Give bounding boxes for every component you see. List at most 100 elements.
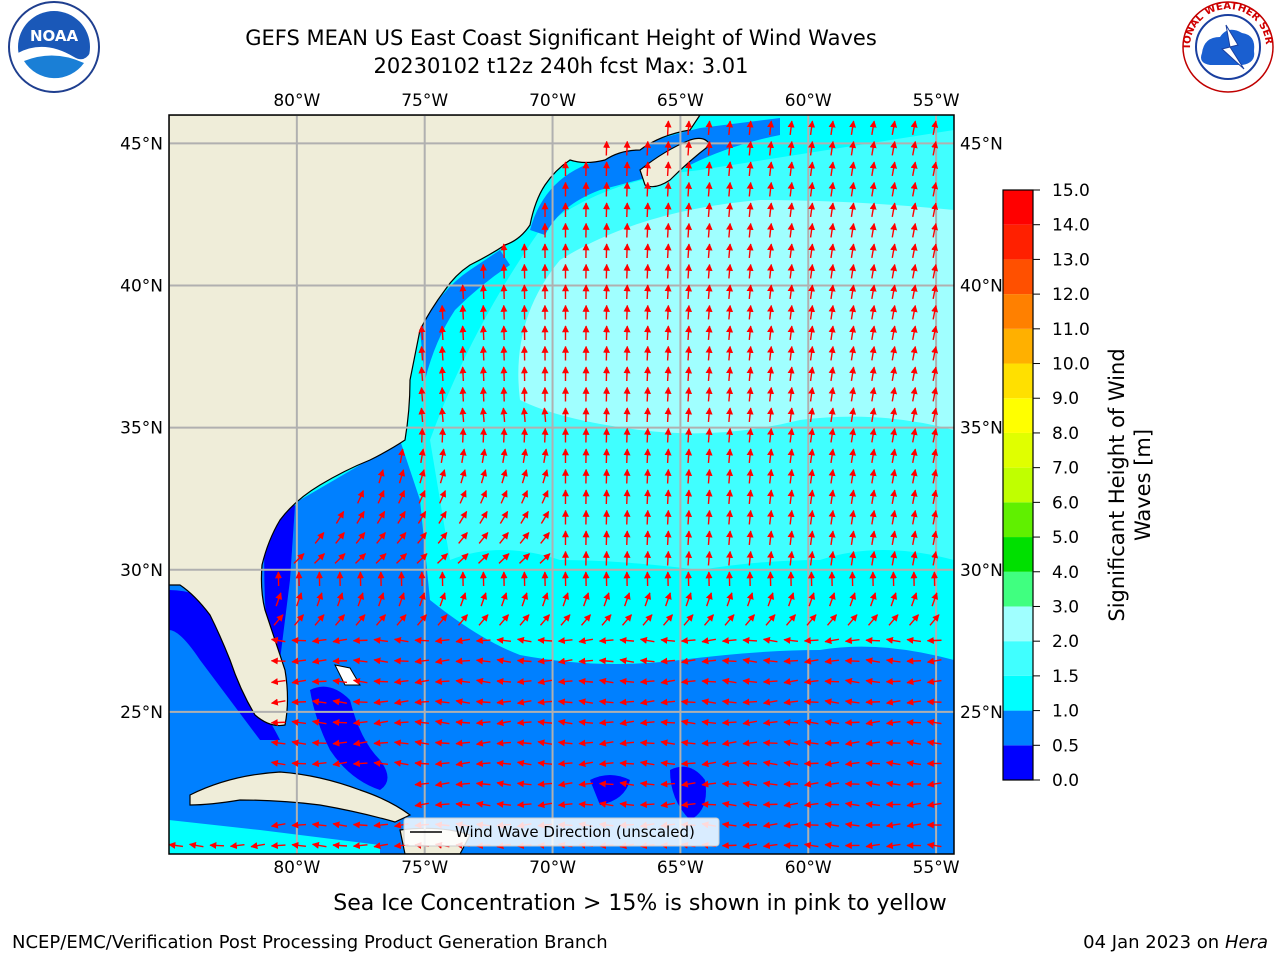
wave-direction-arrow (685, 468, 693, 484)
wave-direction-arrow (685, 161, 693, 177)
wave-direction-arrow (499, 531, 509, 544)
wave-direction-arrow (910, 140, 918, 156)
wave-direction-arrow (516, 636, 532, 644)
wave-direction-arrow (824, 739, 840, 747)
wave-direction-arrow (479, 366, 487, 382)
wave-direction-arrow (660, 739, 676, 747)
wave-direction-arrow (644, 140, 652, 156)
wave-direction-arrow (906, 759, 922, 767)
ocean-coastal-band-north (530, 118, 780, 235)
wave-direction-arrow (685, 345, 693, 361)
wave-direction-arrow (726, 550, 734, 566)
colorbar-tick-label: 10.0 (1052, 355, 1090, 375)
wave-direction-arrow (458, 510, 468, 524)
wave-direction-arrow (521, 469, 529, 484)
wave-direction-arrow (869, 509, 877, 525)
wave-direction-arrow (808, 120, 816, 136)
wave-direction-arrow (746, 263, 754, 279)
wave-direction-arrow (169, 841, 184, 849)
wave-direction-arrow (762, 698, 778, 706)
wave-direction-arrow (746, 161, 754, 177)
wave-direction-arrow (926, 637, 942, 645)
colorbar-tick-label: 5.0 (1052, 528, 1079, 548)
wave-direction-arrow (931, 468, 939, 484)
wave-direction-arrow (885, 698, 901, 706)
wave-direction-arrow (808, 140, 816, 156)
wave-direction-arrow (849, 427, 857, 443)
wave-direction-arrow (250, 842, 266, 850)
noaa-logo: NOAA (8, 1, 100, 93)
wave-direction-arrow (275, 592, 283, 607)
wave-direction-arrow (619, 636, 635, 644)
wave-direction-arrow (516, 739, 532, 747)
wave-direction-arrow (355, 614, 366, 626)
lat-label-left: 35°N (120, 419, 163, 439)
colorbar-tick-label: 7.0 (1052, 459, 1079, 479)
wave-direction-arrow (803, 780, 819, 788)
wave-direction-arrow (767, 181, 775, 197)
wave-direction-arrow (459, 469, 467, 484)
wave-direction-arrow (455, 698, 471, 706)
wave-direction-arrow (598, 637, 614, 645)
wave-direction-arrow (742, 636, 758, 644)
lat-label-right: 40°N (960, 277, 1003, 297)
lon-label-bottom: 80°W (273, 858, 320, 878)
wave-direction-arrow (416, 614, 428, 626)
wave-direction-arrow (414, 759, 430, 767)
wave-direction-arrow (480, 489, 487, 504)
wave-direction-arrow (557, 637, 573, 645)
wave-direction-arrow (787, 140, 795, 156)
wave-direction-arrow (332, 739, 348, 747)
ocean-coastal-band-mid (420, 250, 510, 380)
wave-direction-arrow (890, 202, 898, 218)
colorbar-ticks: 0.0 0.5 1.0 1.5 2.0 3.0 4.0 5.0 6.0 7.0 8.0 9.0 10.0… (1033, 181, 1090, 791)
wave-direction-arrow (398, 489, 405, 504)
colorbar-segment (1003, 398, 1033, 433)
chart-subtitle: 20230102 t12z 240h fcst Max: 3.01 (373, 54, 749, 78)
wave-direction-arrow (787, 304, 795, 320)
wave-direction-arrow (849, 140, 857, 156)
wave-direction-arrow (644, 325, 652, 341)
wave-direction-arrow (562, 592, 570, 607)
wave-direction-arrow (931, 202, 939, 218)
wave-direction-arrow (685, 386, 693, 402)
wave-direction-arrow (762, 678, 778, 686)
wave-direction-arrow (828, 592, 836, 607)
wave-direction-arrow (619, 677, 635, 685)
wave-direction-arrow (931, 550, 939, 566)
wave-direction-arrow (644, 161, 652, 177)
colorbar-label-line1: Significant Height of Wind (1105, 348, 1129, 621)
wave-direction-arrow (890, 325, 898, 341)
wave-direction-arrow (705, 550, 713, 566)
wave-direction-arrow (767, 468, 775, 484)
wave-direction-arrow (806, 614, 817, 626)
wave-direction-arrow (439, 592, 447, 607)
wave-direction-arrow (516, 719, 532, 727)
wave-direction-arrow (762, 657, 778, 665)
wave-direction-arrow (642, 614, 653, 626)
wave-direction-arrow (557, 718, 573, 726)
wave-direction-arrow (540, 531, 550, 544)
lat-label-right: 45°N (960, 134, 1003, 154)
wave-direction-arrow (762, 801, 778, 809)
wave-direction-arrow (724, 614, 735, 626)
wave-direction-arrow (847, 614, 858, 626)
wave-direction-arrow (479, 284, 487, 300)
wave-direction-arrow (434, 801, 450, 809)
wave-direction-arrow (705, 489, 713, 505)
wave-direction-arrow (890, 509, 898, 525)
wave-direction-arrow (355, 531, 366, 544)
wave-direction-arrow (705, 222, 713, 238)
wave-direction-arrow (475, 739, 491, 747)
wave-direction-arrow (910, 386, 918, 402)
wave-direction-arrow (726, 345, 734, 361)
wave-direction-arrow (865, 719, 881, 727)
wave-direction-arrow (910, 509, 918, 525)
lon-label-top: 55°W (913, 91, 960, 111)
ocean-0-0.5m-patch-2 (670, 766, 706, 820)
wave-direction-arrow (664, 448, 672, 464)
wave-direction-arrow (496, 800, 512, 808)
wave-direction-arrow (685, 325, 693, 341)
wave-direction-arrow (767, 509, 775, 525)
wave-direction-arrow (824, 677, 840, 685)
